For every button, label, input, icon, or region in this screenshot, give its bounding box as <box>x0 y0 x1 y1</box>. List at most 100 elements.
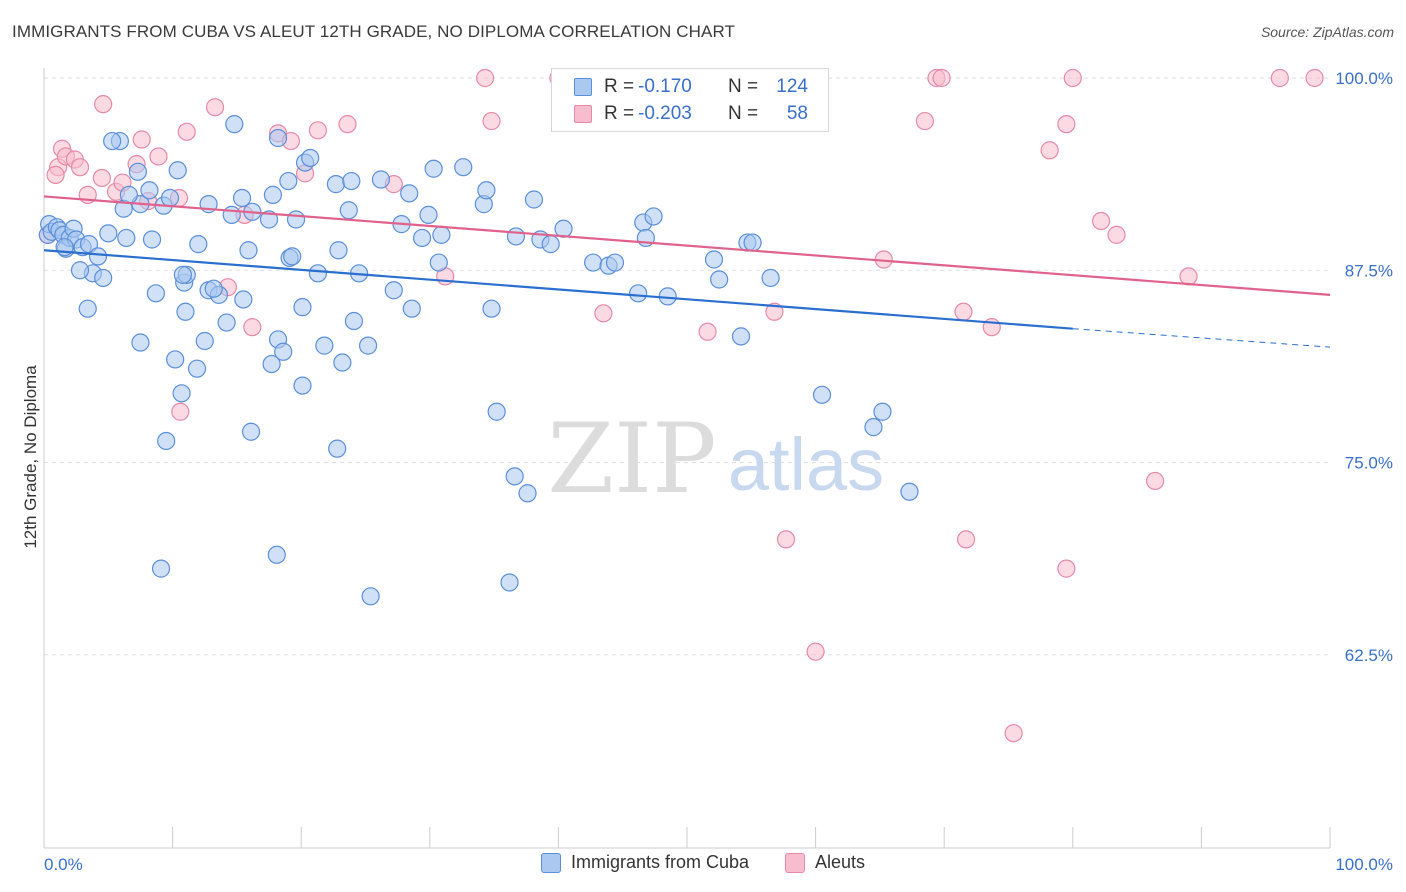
aleuts-point-38 <box>806 642 825 661</box>
aleuts-point-29 <box>475 68 495 88</box>
legend-swatch-aleuts <box>785 852 806 873</box>
cuba-point-33 <box>166 350 185 369</box>
source-attribution: Source: ZipAtlas.com <box>1260 24 1394 40</box>
cuba-point-44 <box>239 241 258 260</box>
aleuts-point-17 <box>177 122 196 141</box>
cuba-point-80 <box>541 235 560 254</box>
cuba-point-35 <box>172 384 191 403</box>
cuba-point-15 <box>99 224 118 243</box>
cuba-point-25 <box>146 284 165 303</box>
cuba-point-59 <box>342 171 361 191</box>
cuba-point-73 <box>454 158 473 177</box>
cuba-point-109 <box>864 418 883 437</box>
aleuts-point-55 <box>1270 68 1289 88</box>
cuba-trend-line <box>43 249 1073 330</box>
legend-label-cuba: Immigrants from Cuba <box>570 852 750 872</box>
cuba-point-121 <box>70 261 90 280</box>
cuba-point-119 <box>173 265 192 284</box>
watermark: ZIP atlas <box>547 403 884 515</box>
aleuts-point-32 <box>594 304 613 323</box>
cuba-point-110 <box>873 402 892 421</box>
legend-n-label: N = <box>728 103 759 124</box>
cuba-point-101 <box>487 402 506 421</box>
aleuts-point-15 <box>149 147 168 166</box>
cuba-point-94 <box>241 422 261 441</box>
aleuts-point-36 <box>765 302 784 321</box>
legend-swatch-cuba <box>574 78 592 96</box>
cuba-point-91 <box>710 270 729 289</box>
cuba-point-78 <box>524 190 544 209</box>
aleuts-point-43 <box>954 302 973 321</box>
watermark-zip: ZIP <box>547 403 716 515</box>
legend-n-value: 58 <box>786 103 808 124</box>
cuba-point-63 <box>371 170 391 189</box>
cuba-point-102 <box>505 467 524 486</box>
cuba-point-42 <box>222 205 241 224</box>
cuba-point-104 <box>500 573 519 592</box>
trend-lines <box>43 195 1331 348</box>
aleuts-point-57 <box>171 402 190 421</box>
cuba-point-54 <box>308 264 328 283</box>
legend-r-label: R = <box>604 103 635 124</box>
cuba-point-39 <box>217 313 236 332</box>
cuba-point-108 <box>812 385 832 404</box>
cuba-point-46 <box>259 210 279 229</box>
cuba-point-105 <box>157 431 176 451</box>
cuba-point-50 <box>286 210 306 229</box>
cuba-point-123 <box>333 353 352 372</box>
cuba-points <box>38 115 919 606</box>
aleuts-point-54 <box>1179 267 1198 286</box>
y-tick-label-2: 87.5% <box>1345 261 1393 280</box>
cuba-point-67 <box>402 299 421 318</box>
cuba-point-13 <box>88 247 108 266</box>
cuba-point-103 <box>518 484 537 503</box>
aleuts-point-4 <box>46 165 65 184</box>
legend-row-aleuts: R = -0.203 N = 58 <box>574 101 808 127</box>
aleuts-point-13 <box>132 130 151 149</box>
cuba-point-34 <box>187 359 207 378</box>
cuba-point-53 <box>301 148 320 168</box>
cuba-point-90 <box>704 250 724 269</box>
cuba-point-100 <box>361 587 380 606</box>
cuba-point-57 <box>329 241 348 260</box>
cuba-point-51 <box>283 247 302 266</box>
aleuts-point-49 <box>1057 559 1076 578</box>
tick-labels: 62.5% 75.0% 87.5% 100.0% 0.0% 100.0% <box>44 69 1393 874</box>
cuba-point-96 <box>274 342 293 361</box>
aleuts-point-46 <box>1004 724 1023 743</box>
legend-item-aleuts[interactable]: Aleuts <box>785 852 865 873</box>
cuba-point-62 <box>358 336 378 355</box>
aleuts-point-50 <box>1063 68 1082 88</box>
cuba-point-43 <box>232 188 252 208</box>
aleuts-point-51 <box>1091 211 1111 231</box>
legend-swatch-aleuts <box>574 105 592 123</box>
cuba-point-112 <box>761 268 780 288</box>
cuba-point-115 <box>103 131 122 151</box>
aleuts-point-18 <box>205 98 225 117</box>
cuba-point-85 <box>629 284 648 303</box>
y-tick-label-1: 75.0% <box>1345 454 1393 473</box>
cuba-point-29 <box>176 302 195 321</box>
cuba-point-56 <box>326 175 346 194</box>
cuba-point-41 <box>189 235 208 254</box>
cuba-point-111 <box>900 482 919 501</box>
cuba-point-92 <box>731 327 751 346</box>
cuba-point-69 <box>419 205 438 224</box>
legend-r-value: -0.203 <box>638 103 692 124</box>
cuba-point-20 <box>119 185 138 204</box>
cuba-point-113 <box>743 233 762 252</box>
aleuts-point-52 <box>1107 225 1126 244</box>
cuba-point-114 <box>225 115 244 134</box>
aleuts-point-25 <box>308 121 328 140</box>
gridlines <box>44 77 1330 656</box>
cuba-point-58 <box>339 201 358 220</box>
cuba-trend-extension <box>1072 328 1331 348</box>
legend-n-value: 124 <box>776 76 808 97</box>
y-tick-label-3: 100.0% <box>1335 69 1393 88</box>
cuba-point-98 <box>293 376 312 395</box>
aleuts-point-40 <box>915 111 935 131</box>
legend-item-cuba[interactable]: Immigrants from Cuba <box>540 852 750 873</box>
cuba-point-28 <box>168 161 187 180</box>
cuba-point-68 <box>412 228 432 248</box>
legend-r-value: -0.170 <box>638 76 692 97</box>
